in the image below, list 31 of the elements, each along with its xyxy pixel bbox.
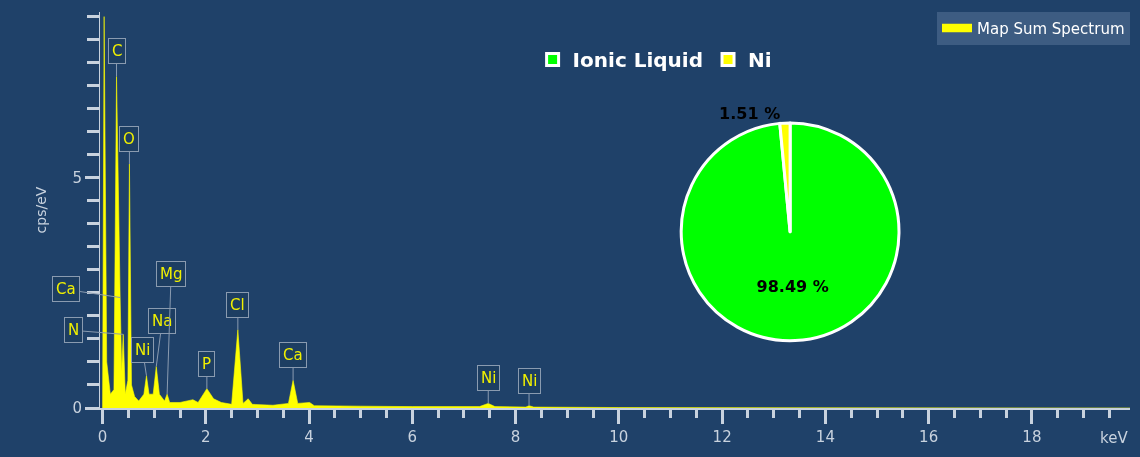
- x-tick-label: 18: [1022, 428, 1042, 446]
- data-label: 1.51 %: [719, 104, 781, 124]
- x-tick-label: 4: [304, 428, 314, 446]
- annotation: P: [202, 355, 212, 373]
- x-tick-label: 14: [815, 428, 835, 446]
- x-axis-title: keV: [1100, 429, 1129, 447]
- annotation: Ca: [56, 280, 76, 298]
- annotation: Ni: [522, 372, 538, 390]
- annotation: C: [112, 42, 123, 60]
- annotation: N: [68, 321, 80, 339]
- y-tick-label: 5: [72, 169, 82, 188]
- annotation: Ca: [283, 346, 303, 364]
- x-tick-label: 6: [407, 428, 418, 446]
- y-axis-title: cps/eV: [33, 186, 50, 234]
- annotation: Ni: [481, 369, 497, 387]
- x-tick-label: 8: [510, 428, 521, 446]
- annotation: Cl: [230, 296, 245, 314]
- annotation: O: [123, 130, 135, 148]
- legend-label: Ionic Liquid: [572, 48, 704, 73]
- x-tick-label: 0: [97, 428, 108, 446]
- annotation: Na: [152, 312, 173, 330]
- annotation: Ni: [135, 341, 151, 359]
- x-tick-label: 2: [201, 428, 211, 446]
- x-tick-label: 10: [609, 428, 629, 446]
- x-tick-label: 16: [919, 428, 939, 446]
- legend-label: Map Sum Spectrum: [977, 20, 1125, 39]
- pie-slice: [679, 121, 901, 343]
- x-tick-label: 12: [712, 428, 732, 446]
- data-label: 98.49 %: [756, 276, 829, 296]
- legend-label: Ni: [748, 48, 772, 73]
- annotation: Mg: [160, 265, 183, 283]
